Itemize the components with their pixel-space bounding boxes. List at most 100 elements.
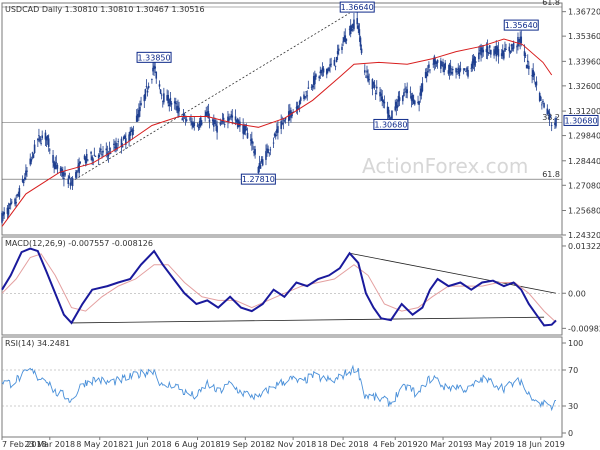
candle-body [479,49,481,51]
current-price-label: 1.30680 [564,116,597,125]
candle-body [375,86,378,89]
candle-body [411,94,414,102]
price-label-box [136,51,172,63]
candle-body [409,91,412,93]
candle-body [315,74,317,77]
candle-body [190,120,192,122]
candle-body [320,69,323,74]
candle-body [254,149,256,155]
candle-body [46,135,49,139]
candle-body [306,95,309,97]
candle-body [155,71,158,79]
candle-body [169,97,172,105]
candle-body [176,106,178,111]
candle-body [418,101,420,105]
candle-body [269,149,272,151]
candle-body [448,64,451,74]
price-tick-label: 1.33960 [568,57,600,66]
candle-body [325,68,328,75]
candle-body [115,142,117,150]
candle-body [488,45,491,48]
candle-body [424,71,427,79]
candle-body [184,119,187,121]
candle-body [136,114,139,118]
candle-body [221,119,224,123]
candle-body [541,104,543,106]
x-tick-label: 4 Feb 2019 [373,440,418,449]
candle-body [504,48,506,52]
candle-body [214,119,216,124]
rsi-title: RSI(14) 34.2481 [5,339,70,348]
candle-body [242,124,244,134]
candle-body [337,48,340,51]
candle-body [365,76,367,78]
candle-body [353,19,355,30]
candle-body [358,29,361,36]
candle-body [429,69,431,71]
candle-body [71,178,74,187]
candle-body [348,28,351,30]
candle-body [125,138,127,145]
candle-body [92,159,95,161]
candle-body [152,67,154,72]
candle-body [259,164,262,169]
candle-body [25,170,27,176]
candle-body [146,90,149,93]
candle-body [487,52,490,54]
candle-body [16,194,19,196]
price-header: USDCAD Daily 1.30810 1.30810 1.30467 1.3… [5,5,205,14]
candle-body [352,24,354,29]
price-tick-label: 1.35360 [568,32,600,41]
candle-body [90,151,92,154]
candle-body [405,91,407,93]
candle-body [327,68,329,70]
price-label-box [373,118,409,130]
candle-body [135,115,138,122]
candle-body [535,81,538,86]
candle-body [396,105,399,108]
candle-body [519,37,521,43]
macd-trendline [349,252,557,294]
candle-body [130,130,133,132]
candle-body [526,60,529,63]
candle-body [341,46,343,51]
candle-body [342,41,344,43]
candle-body [234,116,237,121]
candle-body [102,150,104,153]
candle-body [398,97,401,101]
candle-body [335,56,338,63]
price-label: 1.36640 [341,3,374,12]
candle-body [543,103,545,108]
candle-body [197,127,200,129]
price-tick-label: 1.28440 [568,157,600,166]
candle-body [367,75,369,82]
candle-body [229,116,231,118]
candle-body [189,118,191,120]
trendline-dotted [71,12,350,183]
candle-body [366,70,368,73]
candle-body [117,140,120,142]
macd-panel: 0.013229 0.00 -0.00982 MACD(12,26,9) -0.007… [1,236,600,336]
candle-body [139,106,141,112]
macd-tick-label: -0.00982 [568,324,600,333]
candle-body [289,110,291,114]
candle-body [516,46,518,48]
candle-body [413,100,416,105]
candle-body [62,172,64,177]
candle-body [449,65,452,70]
candle-body [345,38,348,41]
candle-body [550,125,553,126]
candle-body [511,47,514,50]
candle-body [333,59,336,66]
candle-body [436,60,439,63]
candle-body [421,83,424,92]
candle-body [215,123,217,127]
candle-body [17,194,20,196]
x-tick-label: 23 Mar 2018 [24,440,75,449]
candle-body [372,82,375,85]
candle-body [191,121,193,125]
candle-body [455,68,457,73]
candle-body [8,204,11,206]
candle-body [55,162,58,164]
candle-body [7,207,10,215]
